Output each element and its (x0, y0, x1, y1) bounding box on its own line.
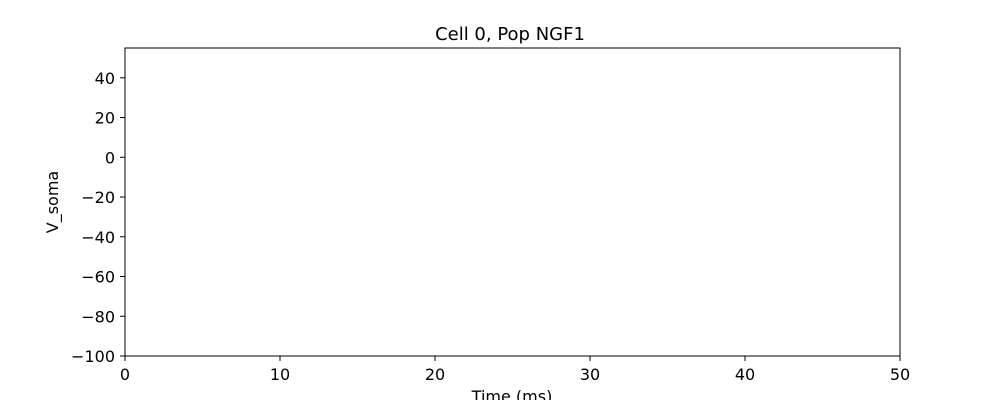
y-axis-ticks: −100 −80 −60 −40 −20 0 20 40 (71, 69, 125, 366)
x-tick-label: 0 (120, 365, 130, 384)
y-tick-label: 40 (95, 69, 115, 88)
y-tick-label: −20 (81, 188, 115, 207)
y-tick-label: 0 (105, 148, 115, 167)
y-tick-label: 20 (95, 109, 115, 128)
x-axis-ticks: 0 10 20 30 40 50 (120, 356, 910, 384)
y-tick-label: −40 (81, 228, 115, 247)
y-tick-label: −100 (71, 347, 115, 366)
x-tick-label: 10 (270, 365, 290, 384)
x-tick-label: 40 (735, 365, 755, 384)
plot-frame (124, 47, 901, 357)
y-tick-label: −60 (81, 268, 115, 287)
x-axis-label: Time (ms) (471, 387, 553, 400)
chart-title: Cell 0, Pop NGF1 (435, 24, 585, 45)
x-tick-label: 50 (890, 365, 910, 384)
x-tick-label: 30 (580, 365, 600, 384)
y-tick-label: −80 (81, 307, 115, 326)
x-tick-label: 20 (425, 365, 445, 384)
y-axis-label: V_soma (43, 171, 63, 233)
